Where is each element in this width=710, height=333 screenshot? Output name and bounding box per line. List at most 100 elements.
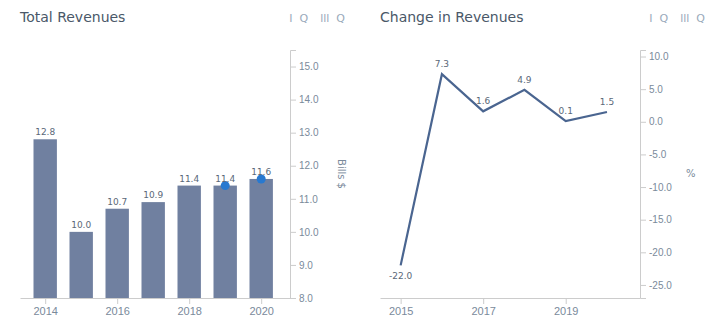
y-tick-label: 15.0 [299, 61, 319, 72]
data-label: -22.0 [389, 271, 413, 281]
y-tick: 0.0 [640, 116, 663, 127]
y-tick-label: 8.0 [299, 293, 313, 304]
x-tick: 2014 [33, 298, 57, 317]
x-axis-line [381, 298, 641, 299]
annotation: lll Q [320, 12, 345, 25]
x-axis: 2014 2016 2018 2020 [21, 298, 291, 317]
x-tick: 2017 [471, 298, 495, 317]
annotation: Ⅰ Q [649, 12, 668, 25]
y-tick-label: -15.0 [649, 214, 672, 225]
x-tick: 2015 [389, 298, 413, 317]
y-tick: 13.0 [290, 127, 319, 138]
data-labels: 12.8 10.0 10.7 10.9 11.4 11.4 11.6 [35, 127, 271, 230]
data-labels: -22.07.31.64.90.11.5 [389, 59, 614, 281]
bar [178, 186, 201, 298]
data-label: 4.9 [517, 75, 532, 85]
y-axis-title: Bills $ [336, 159, 347, 189]
data-label: 1.5 [600, 97, 614, 107]
y-tick-label: 9.0 [299, 260, 313, 271]
chart-canvas: 2014 2016 2018 2020 8.0 9.0 10.0 11.0 12.0 13.0 14… [0, 0, 710, 333]
chart-panel: 2014 2016 2018 2020 8.0 9.0 10.0 11.0 12.0 13.0 14… [19, 9, 347, 333]
y-tick: 14.0 [290, 94, 319, 105]
y-axis-line [291, 51, 297, 299]
y-tick: -25.0 [640, 280, 672, 291]
annotation: lll Q [680, 12, 705, 25]
x-tick-mark [45, 298, 46, 304]
y-tick-label: 10.0 [299, 227, 319, 238]
data-label: 7.3 [435, 59, 449, 69]
x-tick-label: 2020 [249, 305, 273, 317]
bar [142, 202, 165, 298]
plot-area [34, 139, 273, 298]
x-tick-mark [189, 298, 190, 304]
x-tick-mark [401, 298, 402, 304]
y-tick-mark [640, 154, 646, 155]
y-tick-label: -5.0 [649, 149, 667, 160]
data-label: 10.9 [143, 190, 163, 200]
x-tick-label: 2017 [471, 305, 495, 317]
y-tick: 10.0 [290, 227, 319, 238]
y-tick-mark [640, 187, 646, 188]
bar [250, 179, 273, 298]
y-tick-label: 13.0 [299, 127, 319, 138]
chart-panel: 2015 2017 2019 -25.0 -20.0 -15.0 -10.0 -5.0 0.0 5… [380, 9, 705, 317]
y-tick-mark [290, 298, 296, 299]
x-tick-label: 2015 [389, 305, 413, 317]
bar [34, 139, 57, 298]
chart-title: Total Revenues [19, 9, 125, 25]
data-label: 10.0 [71, 220, 91, 230]
data-label: 11.6 [251, 167, 271, 177]
y-tick-mark [640, 220, 646, 221]
y-tick: -5.0 [640, 149, 667, 160]
y-axis: 8.0 9.0 10.0 11.0 12.0 13.0 14.0 15.0 [290, 51, 319, 304]
data-label: 11.4 [179, 174, 199, 184]
x-tick-label: 2019 [554, 305, 578, 317]
y-tick-label: 12.0 [299, 160, 319, 171]
y-tick: 12.0 [290, 160, 319, 171]
y-tick-mark [290, 265, 296, 266]
data-label: 10.7 [107, 197, 127, 207]
y-tick-mark [640, 89, 646, 90]
chart-title: Change in Revenues [380, 9, 524, 25]
bar [106, 209, 129, 298]
y-tick: 9.0 [290, 260, 313, 271]
x-tick: 2016 [105, 298, 129, 317]
y-tick-mark [640, 252, 646, 253]
y-axis: -25.0 -20.0 -15.0 -10.0 -5.0 0.0 5.0 10.0 [640, 51, 672, 299]
x-tick: 2020 [249, 298, 273, 317]
y-tick-label: 0.0 [649, 116, 663, 127]
y-tick-mark [290, 67, 296, 68]
y-tick-mark [290, 100, 296, 101]
y-axis-title: % [686, 168, 696, 179]
y-tick: 5.0 [640, 84, 663, 95]
x-tick-mark [117, 298, 118, 304]
y-tick-label: -20.0 [649, 247, 672, 258]
data-label: 11.4 [215, 174, 235, 184]
plot-area [401, 74, 607, 265]
x-axis-line [21, 298, 291, 299]
y-tick: 8.0 [290, 293, 313, 304]
y-tick-label: 14.0 [299, 94, 319, 105]
y-tick: -10.0 [640, 182, 672, 193]
annotation: Ⅰ Q [289, 12, 308, 25]
y-tick: -15.0 [640, 214, 672, 225]
x-axis: 2015 2017 2019 [381, 298, 641, 317]
y-tick-label: -10.0 [649, 182, 672, 193]
data-label: 12.8 [35, 127, 55, 137]
y-tick-mark [290, 133, 296, 134]
x-tick-mark [566, 298, 567, 304]
y-tick-label: -25.0 [649, 280, 672, 291]
y-tick-label: 5.0 [649, 84, 663, 95]
y-tick-mark [290, 199, 296, 200]
y-tick: 10.0 [640, 51, 669, 62]
x-tick-label: 2016 [105, 305, 129, 317]
y-tick: 11.0 [290, 194, 318, 205]
y-tick-mark [640, 122, 646, 123]
y-axis-line [641, 51, 647, 299]
bar [214, 186, 237, 298]
x-tick: 2019 [554, 298, 578, 317]
x-tick-mark [483, 298, 484, 304]
x-tick-label: 2018 [177, 305, 201, 317]
bar [70, 232, 93, 298]
y-tick-mark [290, 166, 296, 167]
